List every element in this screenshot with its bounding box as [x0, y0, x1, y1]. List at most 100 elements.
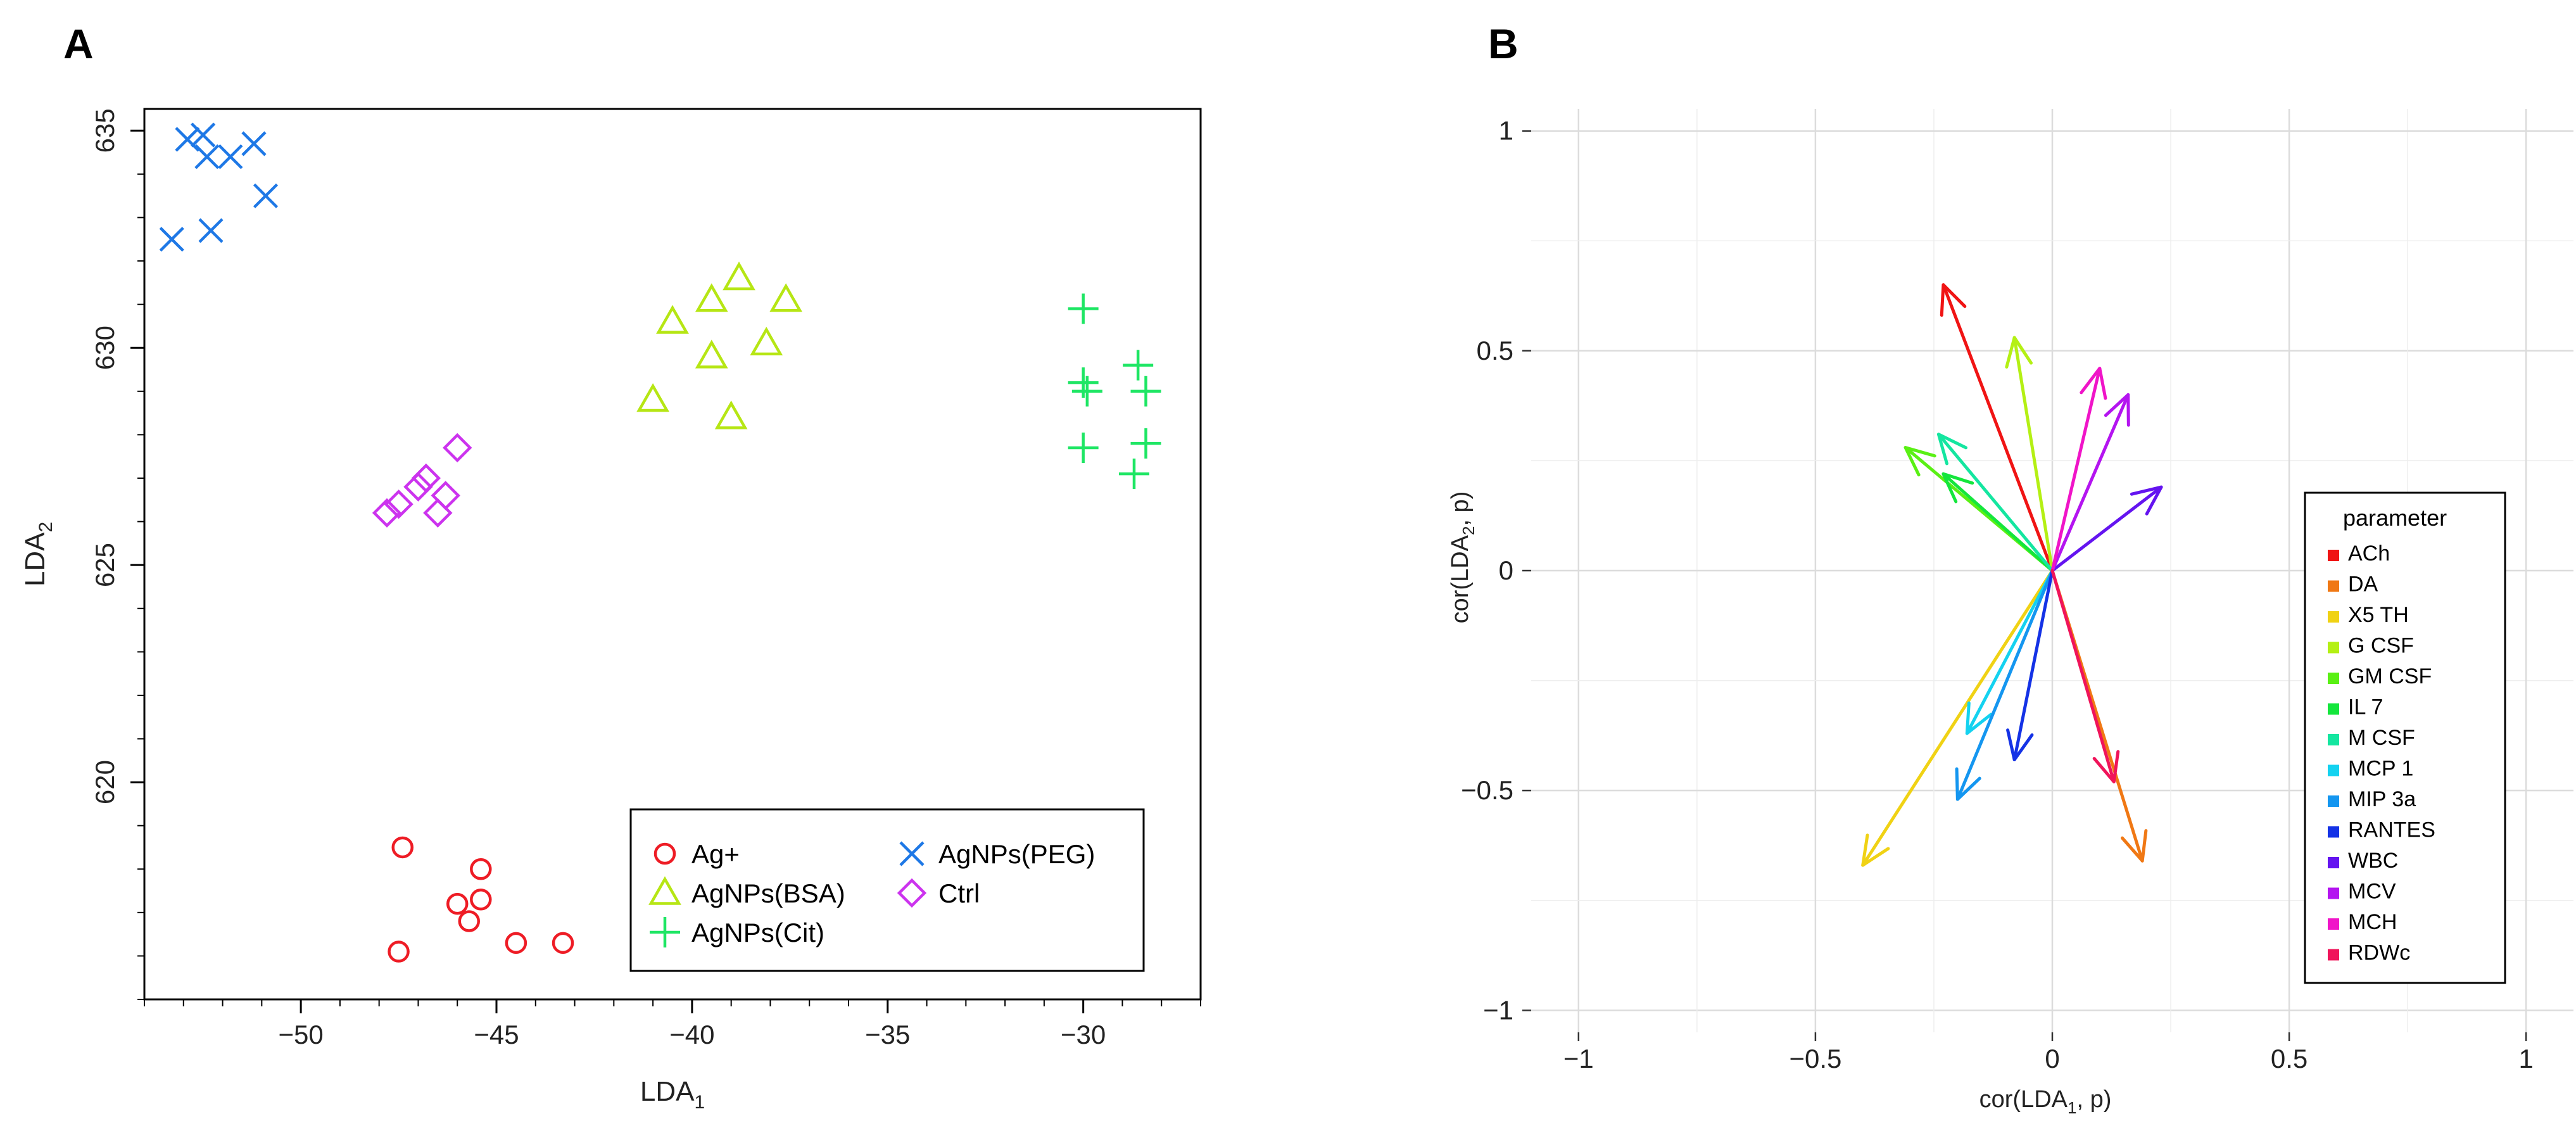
point-triangle	[656, 305, 689, 334]
arrow-g-csf	[2005, 336, 2054, 573]
panel-b-xtick-label: −1	[1563, 1044, 1594, 1074]
panel-b-legend-swatch	[2328, 673, 2339, 684]
panel-b-legend-title: parameter	[2343, 505, 2447, 531]
point-circle	[470, 889, 492, 911]
panel-a-scatter: −50 −45 −40 −35 −30 620 625 630 635 LDA1 LDA2 Ag…	[20, 108, 1202, 1113]
panel-b-legend-label: IL 7	[2348, 695, 2383, 719]
legend-marker-circle	[653, 842, 676, 865]
panel-a-ytick-label: 630	[90, 326, 120, 370]
panel-b-legend-label: MCH	[2348, 910, 2397, 934]
panel-b-legend-label: MIP 3a	[2348, 787, 2416, 811]
panel-a-xtick-label: −45	[474, 1020, 519, 1049]
point-circle	[391, 836, 414, 859]
panel-b-legend-swatch	[2328, 703, 2339, 715]
panel-b-legend-swatch	[2328, 580, 2339, 592]
panel-b-legend: parameter ACh DA X5 TH G CSF GM CSF IL 7 M CSF…	[2304, 491, 2506, 984]
panel-b-arrows	[1861, 283, 2163, 867]
panel-a-ytick-label: 625	[90, 543, 120, 587]
arrow-mcp-1	[1965, 569, 2054, 735]
panel-a-label: A	[63, 20, 94, 67]
legend-marker-triangle	[648, 876, 681, 905]
panel-b-ytick-label: −1	[1483, 995, 1513, 1025]
legend-marker-x	[899, 841, 925, 866]
panel-a-legend-label: AgNPs(BSA)	[691, 878, 845, 908]
point-triangle	[695, 339, 728, 369]
point-triangle	[750, 326, 783, 356]
point-circle	[505, 932, 527, 954]
panel-a-ylabel: LDA2	[20, 522, 56, 586]
panel-b-xtick-label: 0	[2045, 1044, 2059, 1074]
panel-b-legend-swatch	[2328, 642, 2339, 654]
arrow-ach	[1940, 283, 2054, 573]
panel-a-legend-box	[629, 808, 1145, 972]
arrow-x5-th	[1861, 569, 2054, 867]
panel-b-legend-label: DA	[2348, 573, 2378, 597]
panel-b-legend-label: X5 TH	[2348, 603, 2409, 627]
panel-a-legend: Ag+ AgNPs(PEG) AgNPs(BSA) Ctrl AgNPs(Cit)	[629, 808, 1145, 972]
legend-marker-plus	[650, 917, 680, 947]
panel-a-xtick-label: −35	[865, 1020, 910, 1049]
panel-a-frame	[143, 108, 1202, 1001]
panel-b-legend-label: MCV	[2348, 880, 2396, 904]
panel-b-legend-label: WBC	[2348, 849, 2398, 873]
point-triangle	[636, 383, 669, 412]
panel-b-ytick-label: 0.5	[1477, 336, 1513, 365]
point-x	[241, 131, 267, 156]
point-triangle	[714, 400, 748, 429]
arrow-mch	[2050, 367, 2107, 573]
panel-b-xtick-label: −0.5	[1789, 1044, 1841, 1074]
panel-a-ticks: −50 −45 −40 −35 −30 620 625 630 635	[90, 108, 1201, 1049]
panel-a-points	[159, 122, 1161, 963]
panel-a-xtick-label: −30	[1061, 1020, 1106, 1049]
panel-a-xlabel: LDA1	[640, 1076, 705, 1113]
panel-b-legend-label: RANTES	[2348, 818, 2435, 842]
panel-b-ytick-label: −0.5	[1461, 775, 1513, 805]
point-diamond	[384, 489, 414, 519]
panel-a-legend-label: AgNPs(PEG)	[938, 839, 1095, 869]
panel-b-label: B	[1488, 20, 1518, 67]
point-diamond	[423, 498, 453, 528]
point-plus	[1130, 376, 1161, 407]
point-x	[175, 127, 200, 152]
point-plus	[1068, 293, 1099, 324]
arrow-m-csf	[1936, 433, 2054, 573]
arrow-wbc	[2050, 485, 2163, 573]
arrow-il-7	[1941, 472, 2054, 573]
point-circle	[552, 932, 574, 954]
point-diamond	[431, 481, 460, 510]
panel-b-legend-swatch	[2328, 795, 2339, 807]
panel-b-ytick-label: 1	[1499, 116, 1513, 146]
point-plus	[1068, 432, 1099, 463]
point-plus	[1071, 376, 1102, 407]
panel-b-legend-label: GM CSF	[2348, 664, 2432, 688]
panel-b-legend-label: ACh	[2348, 542, 2390, 566]
panel-b-ylabel: cor(LDA2, p)	[1447, 491, 1478, 624]
point-plus	[1068, 367, 1099, 398]
panel-b-xtick-label: 1	[2519, 1044, 2534, 1074]
panel-b-legend-label: G CSF	[2348, 634, 2414, 658]
panel-b-legend-label: MCP 1	[2348, 757, 2413, 781]
panel-b-legend-swatch	[2328, 949, 2339, 961]
legend-marker-diamond	[897, 878, 927, 908]
point-circle	[458, 910, 481, 932]
point-x	[253, 183, 279, 208]
panel-b-xlabel: cor(LDA1, p)	[1979, 1086, 2112, 1117]
point-diamond	[403, 472, 433, 502]
panel-b-ticks: −1 −0.5 0 0.5 1 −1 −0.5 0 0.5 1	[1461, 116, 2534, 1074]
panel-a-xtick-label: −50	[278, 1020, 323, 1049]
point-x	[159, 227, 184, 252]
point-diamond	[372, 498, 402, 528]
panel-b-legend-swatch	[2328, 764, 2339, 776]
panel-b-ytick-label: 0	[1499, 555, 1513, 585]
panel-b-legend-swatch	[2328, 826, 2339, 838]
panel-b-legend-swatch	[2328, 611, 2339, 623]
point-plus	[1118, 459, 1149, 490]
point-x	[218, 144, 243, 170]
point-triangle	[769, 283, 803, 312]
panel-b-legend-swatch	[2328, 887, 2339, 899]
point-x	[194, 144, 220, 170]
panel-b-legend-swatch	[2328, 550, 2339, 561]
point-circle	[470, 858, 492, 880]
point-plus	[1130, 428, 1161, 459]
